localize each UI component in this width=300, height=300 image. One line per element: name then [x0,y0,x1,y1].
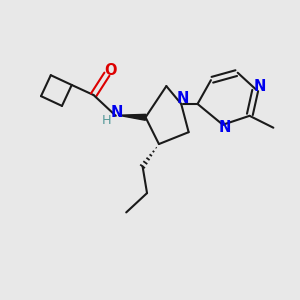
Text: N: N [176,91,189,106]
Text: O: O [104,63,117,78]
Polygon shape [118,114,146,120]
Text: N: N [110,105,123,120]
Text: N: N [219,120,231,135]
Text: N: N [254,79,266,94]
Text: H: H [102,114,112,127]
